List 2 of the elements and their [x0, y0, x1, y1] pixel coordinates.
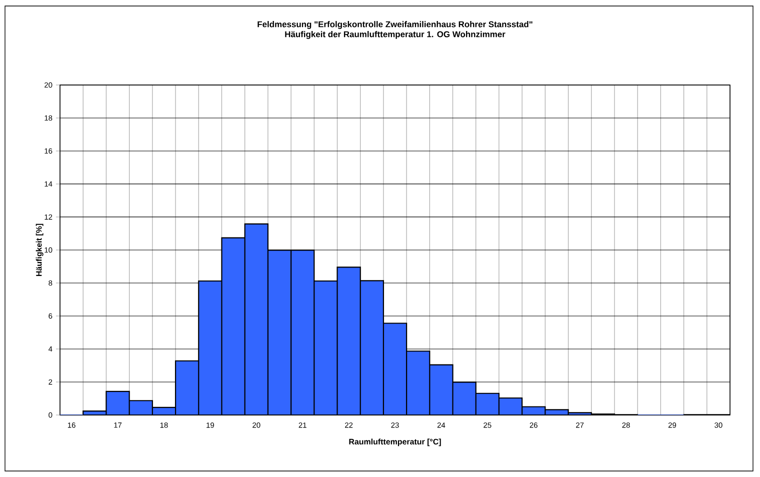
chart-title: Feldmessung "Erfolgskontrolle Zweifamilienhaus Rohrer Stansstad"	[258, 21, 532, 29]
chart-subtitle: Häufigkeit der Raumlufttemperatur 1. OG Wohnzimmer	[285, 31, 506, 39]
